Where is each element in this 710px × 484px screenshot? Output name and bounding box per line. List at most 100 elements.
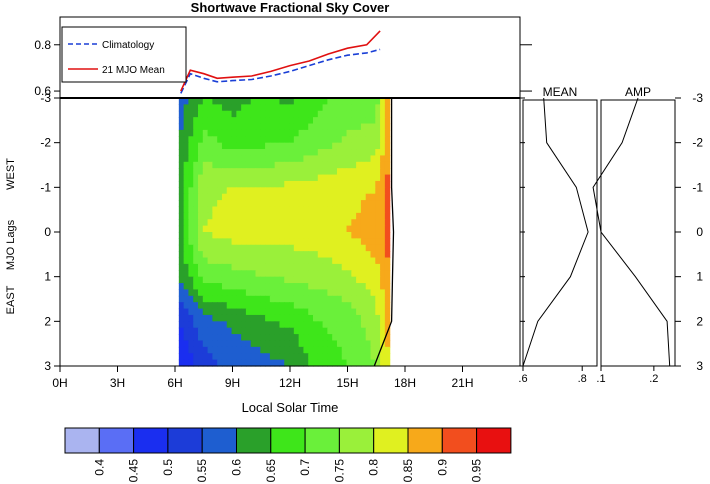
heatmap-cell <box>360 136 367 144</box>
heatmap-cell <box>327 142 333 150</box>
heatmap-cell <box>303 276 309 284</box>
heatmap-cell <box>260 353 266 361</box>
heatmap-cell <box>303 193 309 201</box>
heatmap-cell <box>351 251 357 259</box>
heatmap-cell <box>365 346 372 354</box>
heatmap-cell <box>327 155 333 163</box>
heatmap-cell <box>260 174 266 182</box>
heatmap-cell <box>207 289 213 297</box>
heatmap-cell <box>188 276 194 284</box>
heatmap-cell <box>241 161 247 169</box>
y-tick-label: 1 <box>44 270 51 284</box>
heatmap-cell <box>231 353 237 361</box>
heatmap-cell <box>236 98 242 105</box>
heatmap-cell <box>202 129 209 137</box>
heatmap-cell <box>289 193 295 201</box>
heatmap-cell <box>380 136 386 144</box>
heatmap-cell <box>341 110 348 118</box>
heatmap-cell <box>370 346 376 354</box>
heatmap-cell <box>212 104 218 112</box>
heatmap-cell <box>360 104 367 112</box>
heatmap-cell <box>202 308 209 316</box>
heatmap-cell <box>284 359 290 367</box>
colorbar-swatch <box>167 427 203 454</box>
heatmap-cell <box>198 232 204 239</box>
heatmap-cell <box>279 123 285 131</box>
x-tick-label: 0H <box>52 376 67 390</box>
heatmap-cell <box>336 232 343 239</box>
heatmap-cell <box>341 232 348 239</box>
heatmap-cell <box>236 212 242 220</box>
heatmap-cell <box>341 161 348 169</box>
heatmap-cell <box>284 212 290 220</box>
heatmap-cell <box>322 161 328 169</box>
heatmap-cell <box>332 193 338 201</box>
heatmap-cell <box>384 219 391 227</box>
heatmap-cell <box>193 110 199 118</box>
heatmap-cell <box>380 276 386 284</box>
heatmap-cell <box>351 232 357 239</box>
heatmap-cell <box>260 142 266 150</box>
heatmap-cell <box>226 142 233 150</box>
heatmap-cell <box>183 149 190 157</box>
heatmap-cell <box>346 136 352 144</box>
heatmap-cell <box>365 251 372 259</box>
heatmap-cell <box>284 117 290 125</box>
heatmap-cell <box>231 321 237 329</box>
heatmap-cell <box>226 308 233 316</box>
heatmap-cell <box>336 283 343 291</box>
heatmap-cell <box>183 123 190 131</box>
heatmap-cell <box>221 161 228 169</box>
heatmap-cell <box>279 346 285 354</box>
heatmap-cell <box>245 129 252 137</box>
heatmap-cell <box>193 327 199 335</box>
heatmap-cell <box>322 346 328 354</box>
heatmap-cell <box>274 110 281 118</box>
heatmap-cell <box>341 244 348 252</box>
heatmap-cell <box>255 302 261 310</box>
heatmap-cell <box>356 321 362 329</box>
heatmap-cell <box>265 187 271 195</box>
heatmap-cell <box>183 225 190 233</box>
heatmap-cell <box>250 238 257 246</box>
heatmap-cell <box>289 353 295 361</box>
heatmap-cell <box>346 321 352 329</box>
heatmap-cell <box>289 155 295 163</box>
heatmap-cell <box>380 295 386 303</box>
heatmap-cell <box>375 117 381 125</box>
heatmap-cell <box>217 302 223 310</box>
heatmap-cell <box>207 308 213 316</box>
heatmap-cell <box>279 193 285 201</box>
heatmap-cell <box>183 353 190 361</box>
heatmap-cell <box>317 161 324 169</box>
heatmap-cell <box>384 295 391 303</box>
heatmap-cell <box>183 117 190 125</box>
heatmap-cell <box>360 321 367 329</box>
heatmap-cell <box>289 219 295 227</box>
heatmap-cell <box>375 232 381 239</box>
heatmap-cell <box>198 334 204 342</box>
heatmap-cell <box>356 168 362 176</box>
heatmap-cell <box>193 283 199 291</box>
heatmap-cell <box>183 314 190 322</box>
heatmap-cell <box>322 155 328 163</box>
heatmap-cell <box>207 168 213 176</box>
heatmap-cell <box>226 302 233 310</box>
heatmap-cell <box>245 110 252 118</box>
heatmap-cell <box>360 327 367 335</box>
heatmap-cell <box>341 346 348 354</box>
heatmap-cell <box>255 110 261 118</box>
heatmap-cell <box>202 251 209 259</box>
heatmap-cell <box>351 174 357 182</box>
heatmap-cell <box>245 232 252 239</box>
heatmap-cell <box>245 308 252 316</box>
heatmap-cell <box>336 321 343 329</box>
heatmap-cell <box>188 219 194 227</box>
heatmap-cell <box>351 263 357 271</box>
heatmap-cell <box>178 193 185 201</box>
heatmap-cell <box>365 117 372 125</box>
heatmap-cell <box>255 359 261 367</box>
heatmap-cell <box>308 149 314 157</box>
heatmap-cell <box>313 142 319 150</box>
